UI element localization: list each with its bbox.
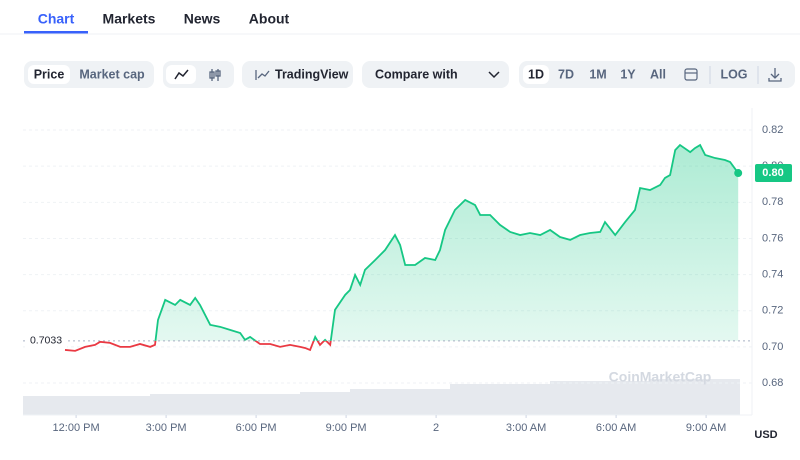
dropdown-label: Compare with — [375, 67, 458, 81]
tab[interactable]: News — [184, 11, 221, 27]
button-label: TradingView — [275, 67, 349, 81]
x-tick-label: 3:00 AM — [506, 422, 546, 434]
candle-icon[interactable] — [209, 69, 221, 81]
tab[interactable]: Chart — [38, 11, 75, 27]
y-tick-label: 0.74 — [762, 269, 783, 281]
y-tick-label: 0.68 — [762, 377, 783, 389]
price-tag — [755, 164, 792, 183]
tab[interactable]: About — [249, 11, 290, 27]
x-tick-label: 6:00 PM — [236, 422, 277, 434]
range-button[interactable]: 1M — [589, 67, 606, 81]
last-point — [734, 169, 743, 178]
calendar-icon[interactable] — [684, 68, 698, 81]
selected-bg — [28, 65, 70, 84]
tab[interactable]: Markets — [103, 11, 156, 27]
chevron — [488, 71, 500, 79]
tv-icon — [257, 70, 270, 79]
price-area — [155, 145, 739, 341]
y-tick-label: 0.78 — [762, 196, 783, 208]
range-button[interactable]: 1Y — [620, 67, 636, 81]
watermark: CoinMarketCap — [609, 369, 712, 385]
download-icon[interactable] — [768, 68, 782, 82]
button[interactable]: Price — [34, 67, 65, 81]
log-button[interactable]: LOG — [720, 67, 747, 81]
x-tick-label: 9:00 AM — [686, 422, 726, 434]
y-tick-label: 0.72 — [762, 305, 783, 317]
x-tick-label: 12:00 PM — [53, 422, 100, 434]
line-icon — [174, 69, 189, 80]
button[interactable]: Market cap — [79, 67, 145, 81]
range-button[interactable]: 1D — [528, 67, 544, 81]
range-group — [519, 61, 795, 88]
range-button[interactable]: All — [650, 67, 666, 81]
x-tick-label: 2 — [433, 422, 439, 434]
range-button[interactable]: 7D — [558, 67, 574, 81]
y-tick-label: 0.82 — [762, 124, 783, 136]
baseline-label: 0.7033 — [30, 335, 62, 347]
selected-bg — [523, 65, 549, 84]
x-tick-label: 3:00 PM — [146, 422, 187, 434]
baseline-tag — [25, 332, 67, 349]
price-tag-label: 0.80 — [762, 167, 783, 179]
tradingview-button[interactable] — [242, 61, 353, 88]
volume-backdrop — [23, 379, 740, 415]
compare-dropdown[interactable] — [362, 61, 509, 88]
price-line-up — [99, 143, 739, 341]
tab-underline — [24, 31, 88, 34]
currency-label: USD — [754, 429, 777, 441]
x-tick-label: 9:00 PM — [326, 422, 367, 434]
y-tick-label: 0.70 — [762, 341, 783, 353]
x-tick-label: 6:00 AM — [596, 422, 636, 434]
y-tick-label: 0.76 — [762, 232, 783, 244]
